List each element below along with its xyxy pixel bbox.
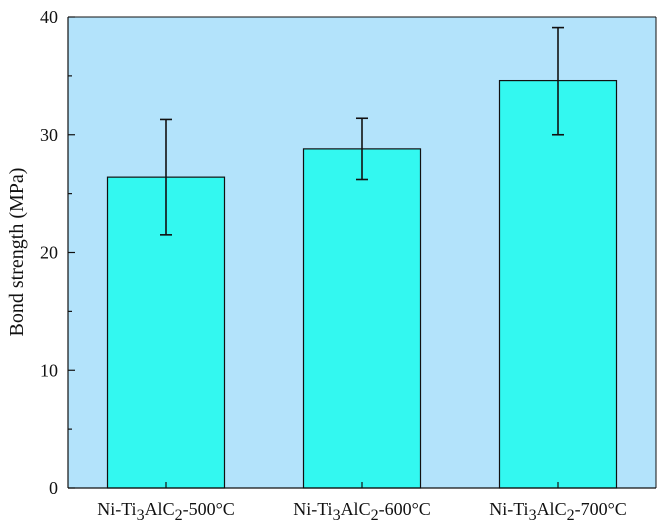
label-text: Ni-Ti <box>293 499 332 519</box>
label-text: AlC <box>537 499 567 519</box>
x-labels-layer: Ni-Ti3AlC2-500°C Ni-Ti3AlC2-600°C Ni-Ti3Al… <box>97 482 627 524</box>
subscript-text: 2 <box>175 507 183 524</box>
bar-3 <box>498 79 618 489</box>
label-text: Ni-Ti <box>97 499 136 519</box>
x-category-label: Ni-Ti3AlC2-700°C <box>489 499 627 524</box>
error-bars-layer <box>160 26 564 236</box>
x-category-label: Ni-Ti3AlC2-600°C <box>293 499 431 524</box>
x-category-label: Ni-Ti3AlC2-500°C <box>97 499 235 524</box>
y-tick-label: 40 <box>40 7 58 27</box>
subscript-text: 3 <box>333 507 341 524</box>
error-bar-3 <box>552 26 564 136</box>
y-axis-title: Bond strength (MPa) <box>6 168 28 337</box>
error-bar-2 <box>356 117 368 181</box>
label-text: -600°C <box>379 499 431 519</box>
subscript-text: 2 <box>371 507 379 524</box>
y-tick-label: 20 <box>40 243 58 263</box>
subscript-text: 2 <box>567 507 575 524</box>
label-text: Ni-Ti <box>489 499 528 519</box>
subscript-text: 3 <box>529 507 537 524</box>
bar-2 <box>302 148 422 489</box>
y-ticks-layer: 0 10 20 30 40 <box>40 7 75 498</box>
error-bar-1 <box>160 118 172 236</box>
y-tick-label: 10 <box>40 360 58 380</box>
label-text: -700°C <box>575 499 627 519</box>
subscript-text: 3 <box>137 507 145 524</box>
label-text: AlC <box>341 499 371 519</box>
label-text: AlC <box>145 499 175 519</box>
y-tick-label: 30 <box>40 125 58 145</box>
y-tick-label: 0 <box>49 478 58 498</box>
label-text: -500°C <box>183 499 235 519</box>
bars-layer <box>106 79 618 489</box>
